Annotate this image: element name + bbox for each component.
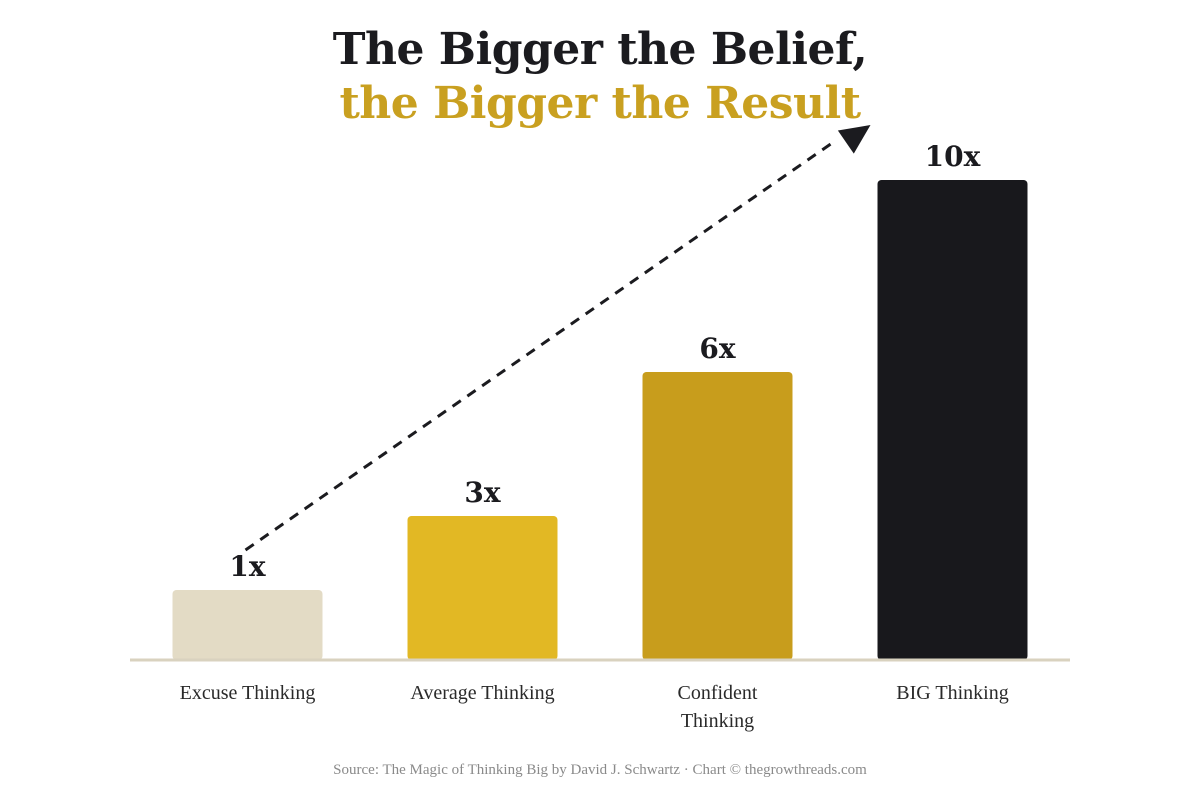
bar-value-label-3: 6x [699,332,735,365]
chart-title-line-1: The Bigger the Belief, [332,24,868,75]
bar-3 [642,372,793,660]
bars-layer [172,180,1028,660]
trend-arrow-line [244,138,838,552]
category-label-3: Confident Thinking [678,682,758,732]
bar-1 [172,590,323,660]
bar-value-label-4: 10x [925,140,981,173]
labels-layer: 1x Excuse Thinking 3x Average Thinking 6x Con… [180,140,1009,732]
category-label-1: Excuse Thinking [180,682,316,704]
trend-arrow [244,125,871,552]
bar-2 [407,516,558,660]
trend-arrow-head [837,125,871,154]
chart-title-line-2: the Bigger the Result [339,78,861,129]
bar-4 [877,180,1028,660]
source-caption: Source: The Magic of Thinking Big by Dav… [333,762,867,778]
bar-value-label-2: 3x [464,476,500,509]
category-label-4: BIG Thinking [896,682,1008,704]
category-label-2: Average Thinking [410,682,554,704]
bar-value-label-1: 1x [229,550,265,583]
